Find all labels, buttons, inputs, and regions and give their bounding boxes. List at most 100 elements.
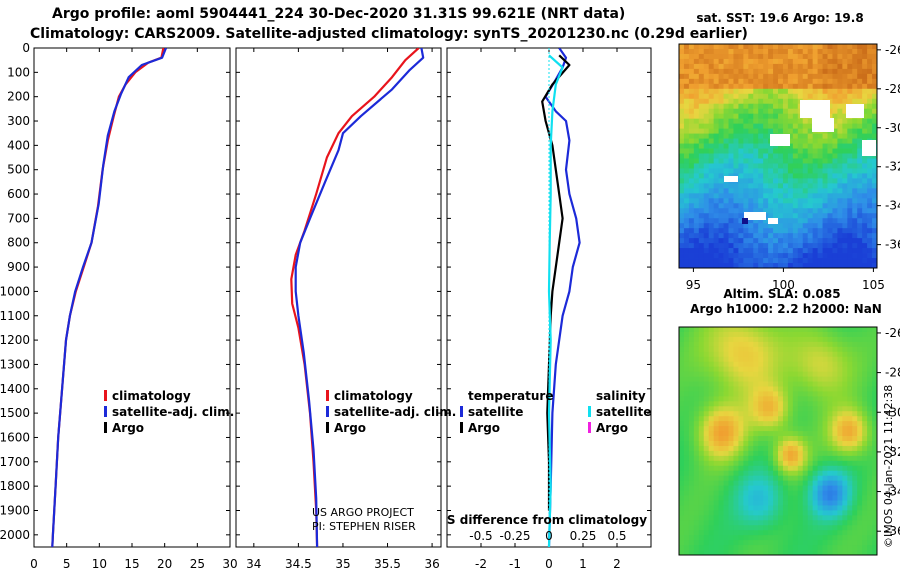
- sst-cell: [703, 218, 710, 224]
- sla-cell: [837, 450, 843, 457]
- sla-cell: [862, 445, 868, 452]
- sst-cell: [812, 133, 818, 139]
- sla-cell: [718, 510, 724, 516]
- sst-cell: [807, 258, 814, 264]
- sst-cell: [718, 228, 724, 234]
- sla-cell: [728, 540, 734, 546]
- sst-cell: [857, 198, 863, 204]
- sla-cell: [728, 460, 734, 467]
- sla-cell: [842, 535, 848, 541]
- sst-cell: [728, 208, 734, 214]
- sst-cell: [763, 158, 769, 164]
- sst-cell: [748, 128, 754, 134]
- sst-cell: [842, 48, 848, 55]
- sst-cell: [832, 48, 838, 55]
- sst-cell: [703, 198, 710, 204]
- sst-cell: [723, 48, 729, 55]
- sla-cell: [738, 470, 744, 477]
- sst-cell: [872, 158, 878, 164]
- sla-cell: [807, 431, 814, 437]
- sla-cell: [743, 495, 749, 501]
- sla-cell: [872, 346, 878, 353]
- sla-cell: [857, 505, 863, 511]
- sla-cell: [698, 525, 705, 531]
- sla-cell: [758, 406, 764, 412]
- sst-cell: [728, 153, 734, 159]
- sla-cell: [847, 525, 853, 531]
- sst-cell: [862, 78, 868, 85]
- sst-cell: [822, 78, 828, 85]
- sst-cell: [708, 243, 715, 249]
- sla-cell: [713, 495, 719, 501]
- sla-cell: [768, 386, 774, 392]
- sst-cell: [857, 58, 863, 65]
- sla-cell: [693, 540, 700, 546]
- sla-cell: [812, 520, 818, 526]
- sst-cell: [842, 253, 848, 259]
- sla-cell: [679, 386, 685, 392]
- sla-cell: [842, 525, 848, 531]
- sst-cell: [683, 218, 690, 224]
- sst-cell: [733, 148, 739, 154]
- sla-cell: [867, 411, 873, 417]
- sla-cell: [683, 460, 690, 467]
- sst-map-lat-label: -36: [885, 238, 900, 252]
- sst-cell: [872, 263, 878, 269]
- sla-cell: [753, 520, 759, 526]
- sst-cell: [723, 168, 729, 174]
- sst-cell: [812, 173, 818, 179]
- sla-cell: [857, 381, 863, 387]
- y-tick-label: 1700: [0, 455, 30, 469]
- sla-cell: [743, 331, 749, 338]
- sla-cell: [852, 515, 858, 521]
- sst-map-lat-label: -26: [885, 43, 900, 57]
- sst-cell: [827, 243, 833, 249]
- sla-cell: [867, 445, 873, 452]
- sla-cell: [862, 366, 868, 373]
- sst-cell: [862, 118, 868, 125]
- sst-cell: [872, 108, 878, 115]
- sst-cell: [718, 143, 724, 149]
- sst-cell: [837, 98, 843, 105]
- sst-cell: [693, 223, 700, 229]
- sla-cell: [743, 361, 749, 368]
- sst-cell: [787, 208, 794, 214]
- sst-cell: [837, 173, 843, 179]
- sst-cell: [787, 258, 794, 264]
- sla-cell: [797, 510, 804, 516]
- sst-cell: [728, 108, 734, 115]
- chart-title-line1: Argo profile: aoml 5904441_224 30-Dec-20…: [52, 6, 626, 22]
- sla-cell: [743, 520, 749, 526]
- sst-cell: [782, 88, 789, 95]
- sst-cell: [837, 153, 843, 159]
- sst-cell: [693, 98, 700, 105]
- sla-cell: [847, 490, 853, 496]
- y-tick-label: 200: [7, 90, 30, 104]
- x-tick-label: 35: [335, 557, 350, 571]
- sst-cell: [773, 48, 779, 55]
- sla-cell: [812, 336, 818, 343]
- sla-cell: [782, 441, 789, 447]
- sst-cell: [758, 178, 764, 184]
- sst-cell: [802, 238, 809, 244]
- sla-cell: [867, 480, 873, 487]
- sla-cell: [847, 480, 853, 487]
- sla-cell: [807, 540, 814, 546]
- sla-cell: [728, 455, 734, 462]
- sla-cell: [698, 460, 705, 467]
- sst-cell: [708, 123, 715, 130]
- sla-cell: [768, 520, 774, 526]
- sst-cell: [778, 83, 784, 90]
- sst-cell: [763, 173, 769, 179]
- sla-cell: [743, 391, 749, 397]
- sla-cell: [679, 530, 685, 536]
- sst-cell: [782, 238, 789, 244]
- sla-cell: [723, 545, 729, 551]
- sst-cell: [773, 128, 779, 134]
- sla-cell: [812, 391, 818, 397]
- sst-cell: [872, 118, 878, 125]
- sla-cell: [713, 475, 719, 482]
- sla-cell: [857, 341, 863, 348]
- sla-cell: [827, 480, 833, 487]
- sst-cell: [708, 218, 715, 224]
